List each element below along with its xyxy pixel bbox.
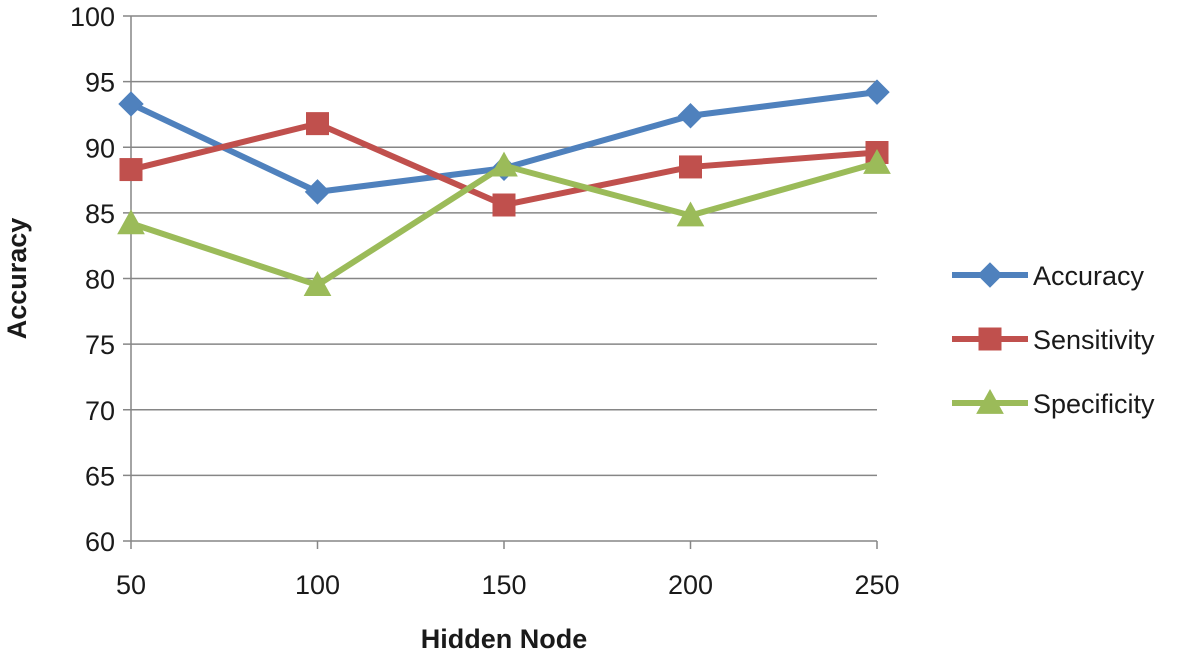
- x-tick-label-200: 200: [668, 570, 713, 600]
- y-tick-label-75: 75: [85, 330, 115, 360]
- y-tick-label-65: 65: [85, 461, 115, 491]
- y-tick-label-95: 95: [85, 68, 115, 98]
- point-accuracy-100: [304, 179, 331, 205]
- point-sensitivity-200: [679, 155, 702, 179]
- legend-marker-accuracy: [977, 262, 1003, 288]
- series-sensitivity: [119, 112, 889, 217]
- x-axis-title: Hidden Node: [421, 624, 588, 654]
- y-tick-labels: 60 65 70 75 80 85 90 95 100: [70, 2, 131, 557]
- point-accuracy-200: [677, 103, 704, 129]
- series-line-specificity: [130, 160, 878, 289]
- y-tick-label-100: 100: [70, 2, 115, 32]
- legend-label-accuracy: Accuracy: [1033, 261, 1145, 291]
- y-axis-title: Accuracy: [2, 218, 32, 340]
- x-tick-label-250: 250: [854, 570, 899, 600]
- legend: Accuracy Sensitivity Specificity: [952, 261, 1155, 419]
- y-tick-label-85: 85: [85, 199, 115, 229]
- y-tick-label-70: 70: [85, 396, 115, 426]
- point-sensitivity-150: [492, 193, 516, 217]
- legend-marker-specificity: [976, 388, 1004, 414]
- point-sensitivity-100: [306, 112, 329, 136]
- x-tick-label-100: 100: [295, 570, 340, 600]
- legend-marker-sensitivity: [978, 327, 1002, 351]
- point-specificity-200: [676, 201, 705, 227]
- x-tick-labels: 50 100 150 200 250: [116, 541, 900, 600]
- legend-item-specificity: Specificity: [952, 388, 1155, 419]
- point-specificity-50: [117, 209, 145, 235]
- legend-item-sensitivity: Sensitivity: [952, 325, 1155, 355]
- point-accuracy-250: [864, 79, 890, 105]
- legend-label-sensitivity: Sensitivity: [1033, 325, 1155, 355]
- y-tick-label-60: 60: [85, 527, 115, 557]
- point-specificity-250: [863, 148, 891, 174]
- legend-item-accuracy: Accuracy: [952, 261, 1145, 291]
- x-tick-label-150: 150: [481, 570, 526, 600]
- point-sensitivity-50: [119, 158, 143, 182]
- x-tick-label-50: 50: [116, 570, 146, 600]
- y-tick-label-80: 80: [85, 265, 115, 295]
- series-layer: [117, 79, 891, 296]
- point-specificity-100: [303, 271, 332, 296]
- series-specificity: [117, 148, 891, 296]
- point-specificity-150: [490, 151, 518, 177]
- point-accuracy-50: [118, 91, 144, 117]
- gridlines: [131, 15, 877, 477]
- y-tick-label-90: 90: [85, 133, 115, 163]
- legend-label-specificity: Specificity: [1033, 389, 1155, 419]
